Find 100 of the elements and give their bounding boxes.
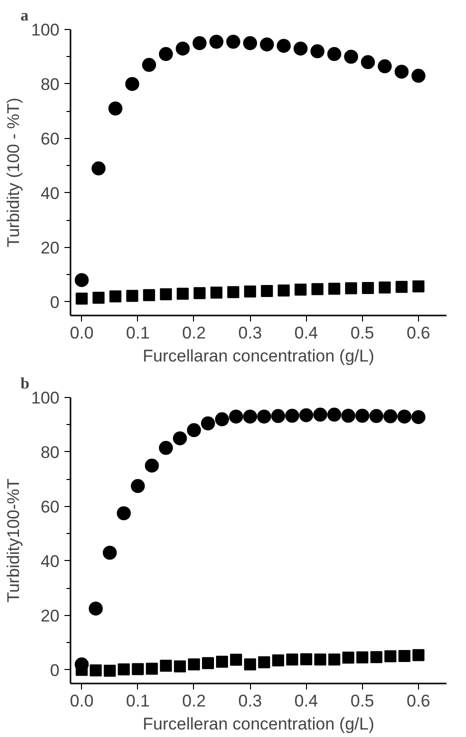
- point: [172, 431, 187, 446]
- point: [209, 34, 224, 49]
- point: [272, 654, 284, 666]
- point: [109, 290, 122, 302]
- point: [294, 284, 307, 296]
- point: [396, 280, 408, 293]
- x-axis-title: Furcellaran concentration (g/L): [142, 346, 374, 366]
- x-tick-label: 0.1: [126, 692, 150, 710]
- point: [370, 651, 382, 664]
- point: [186, 423, 201, 438]
- point: [344, 50, 358, 64]
- point: [125, 76, 140, 91]
- point: [176, 288, 189, 300]
- chart-title: b: [20, 376, 30, 392]
- point: [243, 410, 258, 424]
- y-axis-title: Turbidity100-%T: [4, 478, 24, 603]
- point: [92, 292, 105, 304]
- point: [243, 36, 258, 50]
- point: [130, 479, 145, 494]
- point: [294, 42, 308, 56]
- point: [229, 410, 244, 424]
- point: [276, 38, 291, 53]
- y-tick-label: 0: [50, 292, 60, 312]
- point: [355, 408, 370, 423]
- y-tick-label: 60: [40, 129, 60, 148]
- point: [116, 506, 131, 520]
- point: [328, 654, 340, 666]
- y-tick-label: 40: [40, 184, 60, 203]
- point: [158, 440, 173, 455]
- point: [327, 47, 342, 61]
- point: [142, 58, 156, 72]
- point: [258, 656, 270, 668]
- point: [92, 161, 106, 176]
- point: [257, 410, 272, 424]
- x-tick-label: 0.5: [350, 692, 374, 710]
- y-tick-label: 20: [40, 606, 60, 626]
- point: [160, 660, 172, 672]
- point: [412, 649, 424, 662]
- point: [314, 654, 326, 666]
- point: [108, 102, 122, 116]
- point: [194, 287, 206, 300]
- point: [398, 650, 410, 662]
- point: [188, 658, 200, 670]
- point: [227, 286, 240, 298]
- x-tick-label: 0.6: [406, 324, 430, 342]
- point: [378, 281, 391, 294]
- point: [260, 37, 274, 52]
- x-tick-label: 0.2: [182, 692, 206, 710]
- point: [300, 653, 312, 666]
- point: [160, 288, 172, 300]
- point: [299, 408, 314, 422]
- point: [174, 660, 186, 672]
- point: [260, 284, 273, 297]
- x-tick-label: 0.1: [126, 324, 150, 342]
- y-tick-label: 80: [40, 442, 60, 462]
- x-tick-label: 0.4: [294, 324, 318, 342]
- chart-title: a: [20, 8, 28, 24]
- point: [411, 68, 426, 83]
- point: [88, 602, 103, 616]
- point: [286, 654, 298, 666]
- point: [313, 408, 328, 422]
- x-axis-title: Furcelleran concentration (g/L): [142, 714, 374, 734]
- y-tick-label: 100: [31, 20, 60, 40]
- x-tick-label: 0.5: [350, 324, 374, 342]
- point: [176, 42, 190, 56]
- x-tick-label: 0.3: [238, 324, 262, 342]
- point: [278, 284, 290, 296]
- point: [394, 64, 409, 79]
- point: [244, 286, 256, 298]
- point: [360, 55, 375, 70]
- point: [397, 410, 412, 424]
- x-tick-label: 0.4: [294, 692, 318, 710]
- y-tick-label: 0: [50, 660, 60, 680]
- point: [76, 292, 88, 305]
- y-tick-label: 60: [40, 497, 60, 516]
- point: [230, 654, 242, 666]
- point: [342, 652, 354, 664]
- y-tick-label: 100: [31, 388, 60, 408]
- point: [126, 290, 138, 302]
- point: [202, 657, 214, 670]
- point: [210, 286, 222, 299]
- point: [369, 409, 384, 424]
- point: [132, 663, 144, 676]
- point: [143, 289, 156, 302]
- point: [244, 658, 256, 670]
- point: [192, 36, 207, 50]
- point: [102, 546, 117, 560]
- point: [226, 34, 240, 49]
- x-tick-label: 0.0: [70, 692, 94, 710]
- point: [378, 59, 392, 74]
- point: [118, 663, 130, 676]
- point: [104, 664, 116, 677]
- point: [356, 651, 368, 664]
- point: [411, 410, 426, 424]
- point: [146, 662, 158, 675]
- point: [310, 44, 324, 58]
- x-tick-label: 0.0: [70, 324, 94, 342]
- point: [383, 409, 398, 424]
- x-tick-label: 0.6: [406, 692, 430, 710]
- point: [158, 47, 173, 61]
